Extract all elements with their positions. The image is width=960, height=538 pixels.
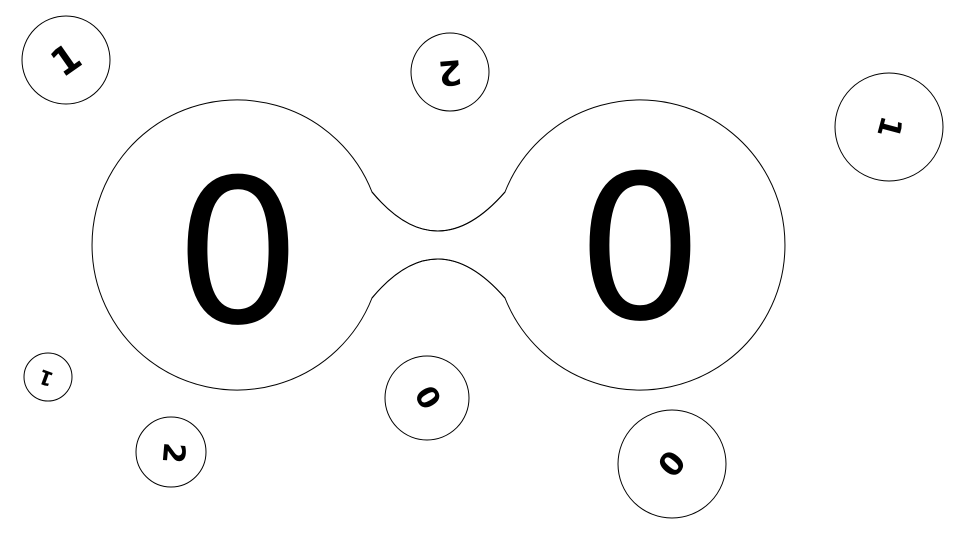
neck-upper-edge [371, 191, 506, 232]
bubble-circle [21, 15, 111, 105]
bubble-digit: 2 [155, 441, 192, 465]
bubble-7[interactable]: 0 [617, 409, 727, 519]
bubble-circle [135, 416, 207, 488]
bubble-2[interactable]: 2 [410, 32, 490, 112]
bubble-5[interactable]: 2 [135, 416, 207, 488]
score-blob [91, 99, 786, 391]
bubble-circle [834, 72, 944, 182]
bubble-circle [384, 355, 470, 441]
bubble-circle [23, 352, 73, 402]
neck-lower-edge [371, 258, 506, 299]
bubble-digit: 2 [436, 51, 463, 93]
bubble-6[interactable]: 0 [384, 355, 470, 441]
score-left: 0 [174, 137, 301, 370]
bubble-3[interactable]: 1 [834, 72, 944, 182]
score-right: 0 [576, 133, 703, 366]
bubble-4[interactable]: 1 [23, 352, 73, 402]
bubble-circle [410, 32, 490, 112]
bubble-circle [617, 409, 727, 519]
bubble-1[interactable]: 1 [21, 15, 111, 105]
